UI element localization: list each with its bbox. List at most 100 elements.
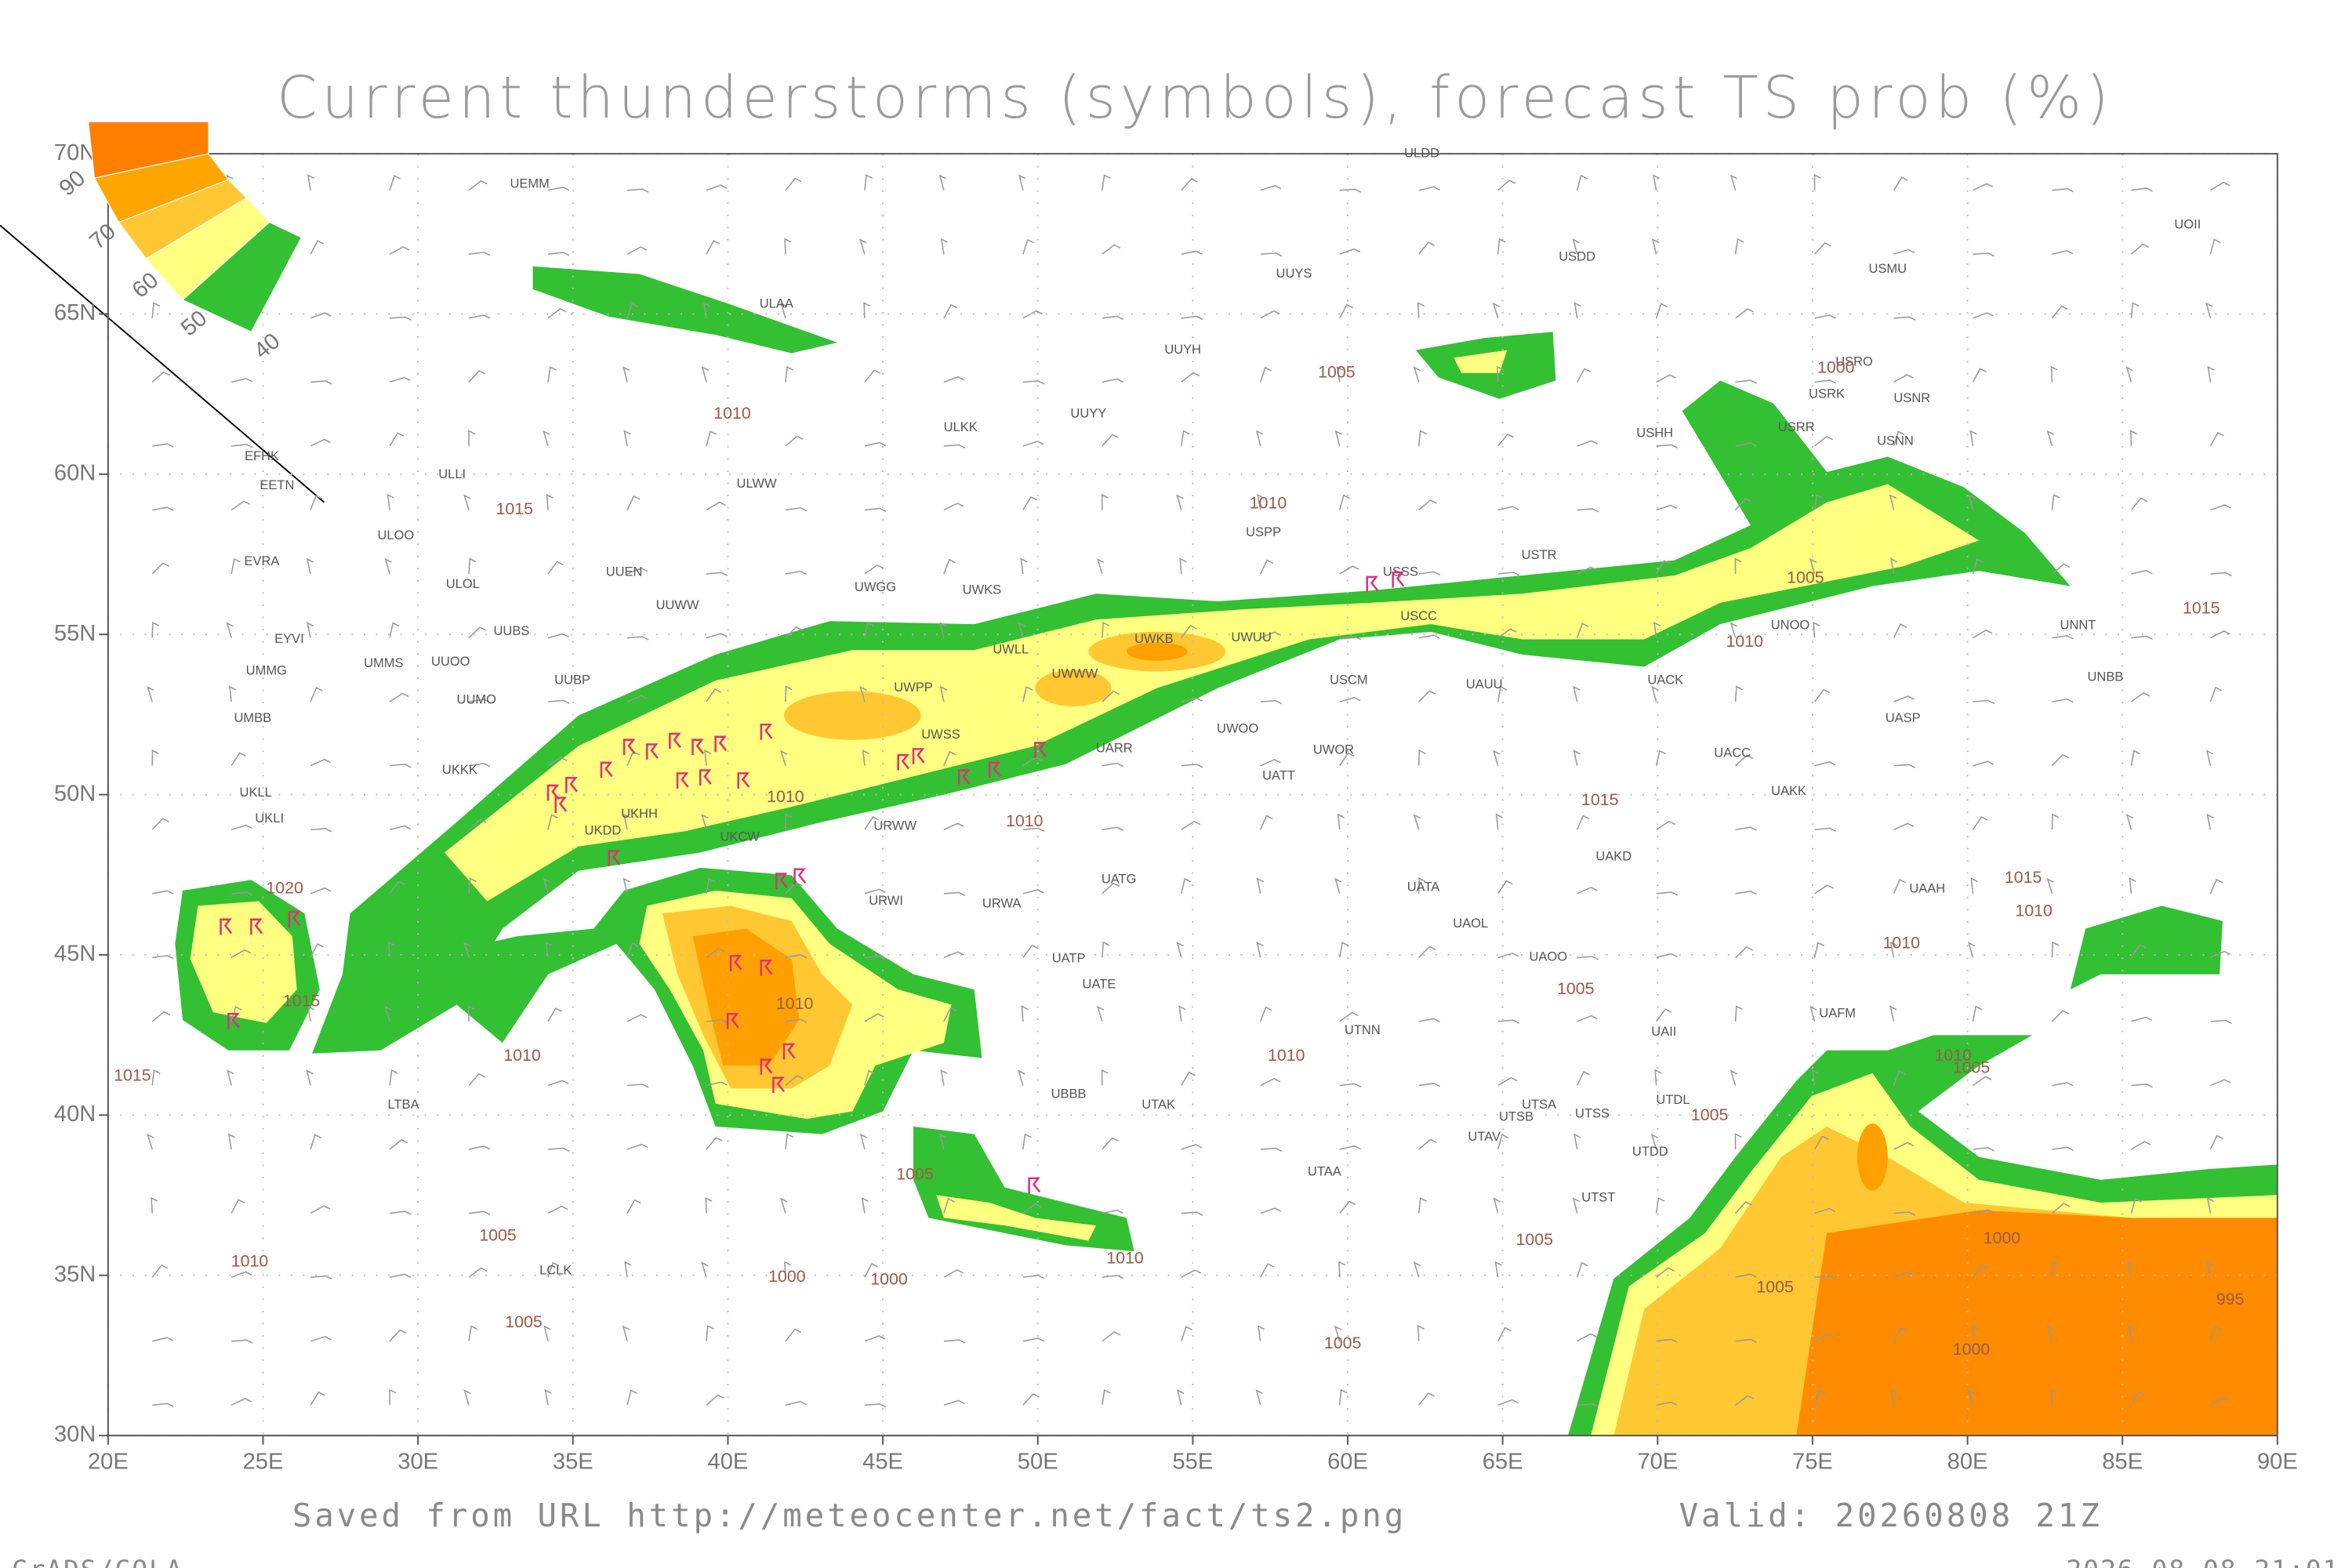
y-tick-label: 30N	[54, 1422, 96, 1447]
wind-barb	[864, 888, 886, 895]
wind-barb	[943, 1269, 964, 1278]
wind-barb	[626, 1014, 648, 1022]
wind-barb	[1971, 1324, 1979, 1341]
wind-barb	[2131, 635, 2153, 641]
wind-barb	[1022, 495, 1038, 510]
station-label: USPP	[1246, 525, 1281, 539]
thunderstorm-symbol	[760, 724, 773, 740]
station-label: UAKK	[1771, 784, 1806, 798]
isobar-label: 1010	[1883, 934, 1921, 953]
station-label: UATT	[1262, 769, 1295, 783]
wind-barb	[1497, 572, 1520, 576]
station-label: UNBB	[2088, 670, 2124, 684]
wind-barb	[1418, 1083, 1441, 1087]
wind-barb	[230, 824, 252, 830]
wind-barb	[2207, 365, 2215, 383]
x-tick-label: 35E	[553, 1450, 593, 1475]
wind-barb	[1260, 631, 1281, 639]
wind-barb	[1339, 1200, 1356, 1214]
wind-barb	[546, 493, 554, 510]
station-label: USNR	[1893, 391, 1930, 405]
wind-barb	[231, 1339, 253, 1344]
wind-barb	[2050, 365, 2058, 383]
wind-barb	[147, 686, 154, 702]
wind-barb	[1022, 889, 1044, 895]
wind-barb	[706, 1325, 714, 1341]
wind-barb	[1650, 1133, 1659, 1150]
wind-barb	[2131, 1016, 2153, 1022]
isobar-label: 1005	[1953, 1058, 1990, 1077]
wind-barb	[1339, 1083, 1362, 1087]
wind-barb	[1735, 1395, 1755, 1406]
x-tick-label: 20E	[88, 1450, 129, 1475]
x-tick-label: 25E	[243, 1450, 284, 1475]
y-tick-label: 70N	[54, 140, 96, 165]
wind-barb	[1260, 758, 1281, 767]
wind-barb	[151, 1069, 161, 1086]
wind-barb	[151, 302, 161, 318]
wind-barb	[387, 941, 395, 958]
wind-barb	[2052, 698, 2074, 703]
x-tick-label: 40E	[708, 1450, 749, 1475]
wind-barb	[1497, 433, 1515, 447]
wind-barb	[310, 828, 332, 833]
wind-barb	[1260, 1263, 1275, 1278]
wind-barb	[1576, 622, 1589, 638]
wind-barb	[547, 308, 567, 319]
wind-barb	[390, 764, 412, 768]
wind-barb	[543, 430, 550, 447]
station-label: USHH	[1636, 426, 1673, 441]
wind-barb	[468, 1325, 478, 1341]
station-label: UAII	[1651, 1025, 1676, 1039]
isobar-label: 1015	[2183, 598, 2220, 617]
wind-barb	[152, 890, 174, 895]
wind-barb	[1893, 695, 1915, 702]
wind-barb	[1656, 1267, 1675, 1278]
wind-barb	[2205, 1261, 2213, 1278]
station-label: URWI	[869, 894, 903, 908]
wind-barb	[231, 444, 253, 448]
thunderstorm-symbol	[565, 776, 578, 793]
thunderstorm-symbol	[554, 797, 568, 813]
station-label: ULLI	[438, 467, 466, 481]
wind-barb	[151, 1196, 158, 1214]
wind-barb	[1181, 1326, 1193, 1341]
station-label: UATP	[1052, 952, 1086, 966]
thunderstorm-symbol	[912, 748, 925, 764]
station-label: UTDL	[1656, 1093, 1690, 1107]
wind-barb	[1418, 634, 1440, 639]
station-label: UWKS	[963, 583, 1002, 597]
wind-barb	[1413, 1261, 1421, 1278]
wind-barb	[626, 303, 639, 319]
wind-barb	[785, 1133, 794, 1150]
wind-barb	[1572, 238, 1580, 255]
wind-barb	[1338, 494, 1351, 510]
wind-barb	[1020, 557, 1028, 575]
wind-barb	[1339, 188, 1362, 193]
wind-barb	[231, 891, 253, 896]
wind-barb	[1654, 1069, 1662, 1086]
wind-barb	[1022, 1392, 1040, 1406]
wind-barb	[310, 887, 332, 895]
station-label: UTDD	[1632, 1145, 1668, 1159]
wind-barb	[544, 1388, 552, 1406]
wind-barb	[230, 1199, 245, 1214]
wind-barb	[2130, 944, 2147, 958]
isobar-label: 1000	[1953, 1340, 1991, 1359]
wind-barb	[939, 685, 948, 702]
wind-barb	[1334, 877, 1342, 895]
wind-barb	[310, 240, 325, 255]
wind-barb	[940, 1069, 948, 1086]
wind-barb	[785, 365, 794, 383]
wind-barb	[1893, 623, 1907, 638]
wind-barb	[2128, 1325, 2136, 1341]
station-label: UNOO	[1771, 618, 1810, 632]
thunderstorm-symbol	[608, 850, 621, 866]
wind-barb	[1417, 1197, 1427, 1214]
wind-barb	[1735, 497, 1752, 510]
wind-barb	[626, 495, 641, 510]
wind-barb	[1339, 696, 1361, 702]
station-label: UUBS	[494, 624, 530, 638]
wind-barb	[943, 558, 956, 575]
wind-barb	[229, 685, 237, 702]
